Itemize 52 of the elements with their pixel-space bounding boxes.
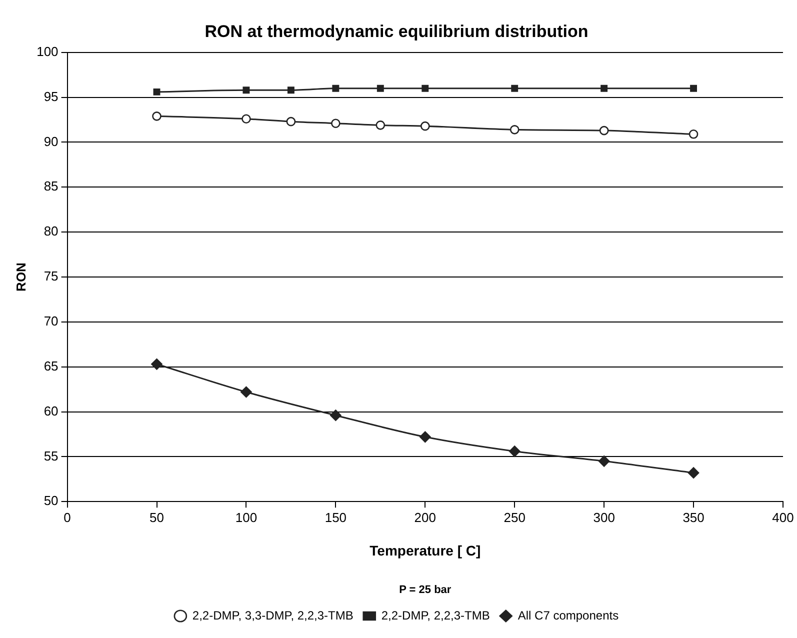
y-tick-label: 70 [44, 314, 58, 328]
point [330, 410, 342, 422]
x-tick-label: 250 [504, 510, 526, 525]
chart-title: RON at thermodynamic equilibrium distribution [204, 22, 588, 41]
legend-label: All C7 components [518, 608, 619, 622]
y-tick-label: 65 [44, 358, 58, 374]
point [511, 84, 518, 92]
y-tick-label: 50 [44, 493, 58, 508]
point [688, 467, 700, 478]
point [240, 386, 252, 398]
y-tick-label: 80 [44, 224, 58, 239]
point [598, 456, 610, 467]
point [690, 84, 698, 92]
text: P = 25 bar [399, 584, 452, 596]
y-axis-title: RON [13, 262, 28, 292]
point [151, 358, 162, 370]
x-tick-label: 200 [414, 510, 436, 525]
y-tick-label: 95 [44, 88, 58, 104]
point [153, 88, 160, 96]
point [599, 126, 609, 136]
x-tick-label: 0 [64, 510, 71, 525]
point [600, 84, 608, 92]
point [688, 130, 698, 139]
x-tick-label: 300 [593, 510, 615, 525]
point [286, 116, 296, 126]
y-tick-label: 55 [44, 448, 58, 464]
point [419, 431, 431, 443]
x-tick-label: 100 [235, 510, 258, 525]
point [332, 84, 340, 92]
x-tick-label: 400 [772, 510, 794, 525]
x-tick-label: 350 [682, 510, 704, 525]
point [242, 86, 250, 94]
legend-label: 2,2-DMP, 2,2,3-TMB [381, 608, 490, 622]
point [152, 112, 162, 121]
point [420, 121, 430, 131]
point [376, 120, 386, 130]
legend-label: 2,2-DMP, 3,3-DMP, 2,2,3-TMB [192, 608, 354, 622]
x-axis-title: Temperature [ C] [370, 542, 481, 558]
point [331, 118, 340, 128]
y-tick-label: 75 [44, 268, 58, 284]
point [510, 125, 520, 134]
point [422, 84, 429, 92]
y-tick-label: 85 [44, 178, 58, 194]
point [287, 86, 294, 94]
y-tick-label: 90 [44, 134, 58, 149]
x-tick-label: 50 [150, 510, 164, 525]
point [242, 114, 251, 124]
point [376, 84, 384, 92]
point [508, 446, 520, 457]
x-tick-label: 150 [324, 510, 347, 525]
y-tick-label: 60 [44, 403, 58, 418]
y-tick-label: 100 [36, 44, 58, 59]
